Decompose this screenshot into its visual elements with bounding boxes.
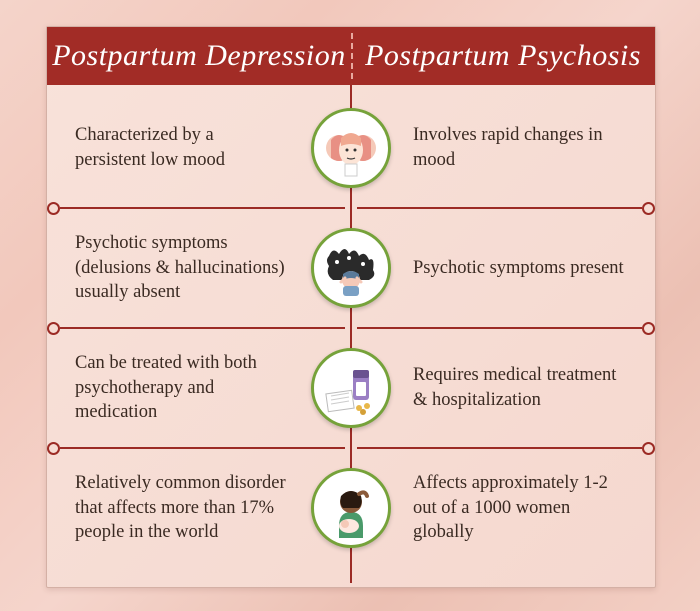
- sep-dot-right: [642, 322, 655, 335]
- shadow-figures-icon: [311, 228, 391, 308]
- sep-dot-left: [47, 442, 60, 455]
- sep-line: [60, 327, 345, 329]
- row-right-text: Involves rapid changes in mood: [391, 123, 655, 173]
- row-separator: [47, 443, 655, 453]
- sep-dot-left: [47, 202, 60, 215]
- comparison-row: Psychotic symptoms (delusions & hallucin…: [47, 213, 655, 323]
- sep-line: [357, 207, 642, 209]
- header-left-title: Postpartum Depression: [47, 27, 351, 85]
- row-left-text: Relatively common disorder that affects …: [47, 471, 311, 546]
- mood-faces-icon: [311, 108, 391, 188]
- row-separator: [47, 203, 655, 213]
- mother-baby-icon: [311, 468, 391, 548]
- sep-line: [60, 447, 345, 449]
- comparison-row: Relatively common disorder that affects …: [47, 453, 655, 563]
- row-left-text: Psychotic symptoms (delusions & hallucin…: [47, 231, 311, 306]
- sep-line: [357, 447, 642, 449]
- comparison-row: Characterized by a persistent low mood I…: [47, 93, 655, 203]
- comparison-row: Can be treated with both psychotherapy a…: [47, 333, 655, 443]
- sep-dot-right: [642, 442, 655, 455]
- sep-dot-right: [642, 202, 655, 215]
- header-divider: [351, 33, 353, 79]
- sep-line: [357, 327, 642, 329]
- sep-dot-left: [47, 322, 60, 335]
- sep-line: [60, 207, 345, 209]
- comparison-panel: Postpartum Depression Postpartum Psychos…: [46, 26, 656, 588]
- row-right-text: Affects approximately 1-2 out of a 1000 …: [391, 471, 655, 546]
- row-left-text: Characterized by a persistent low mood: [47, 123, 311, 173]
- row-right-text: Requires medical treatment & hospitaliza…: [391, 363, 655, 413]
- header-right-title: Postpartum Psychosis: [351, 27, 655, 85]
- header-bar: Postpartum Depression Postpartum Psychos…: [47, 27, 655, 85]
- medication-icon: [311, 348, 391, 428]
- rows-container: Characterized by a persistent low mood I…: [47, 85, 655, 563]
- row-left-text: Can be treated with both psychotherapy a…: [47, 351, 311, 426]
- row-right-text: Psychotic symptoms present: [391, 256, 655, 281]
- row-separator: [47, 323, 655, 333]
